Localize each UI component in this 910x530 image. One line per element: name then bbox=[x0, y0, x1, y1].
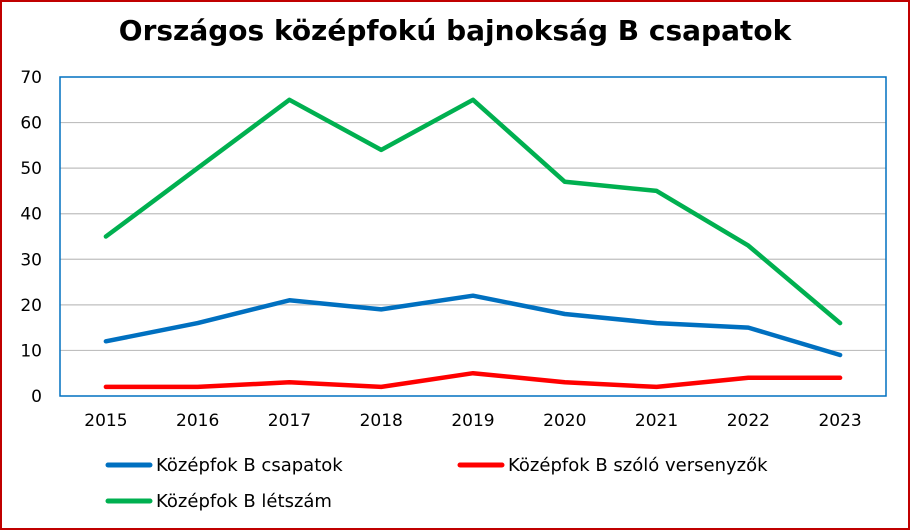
legend-label: Középfok B szóló versenyzők bbox=[508, 455, 768, 476]
legend-item: Középfok B csapatok bbox=[105, 455, 343, 476]
y-tick-label: 0 bbox=[31, 387, 42, 407]
x-tick-label: 2022 bbox=[727, 411, 770, 431]
x-tick-label: 2018 bbox=[360, 411, 403, 431]
y-tick-label: 50 bbox=[20, 159, 42, 179]
series-line-3 bbox=[103, 97, 843, 326]
y-tick-label: 70 bbox=[20, 68, 42, 88]
series-lines bbox=[103, 97, 843, 390]
x-tick-label: 2017 bbox=[268, 411, 311, 431]
y-tick-label: 40 bbox=[20, 205, 42, 225]
x-tick-label: 2016 bbox=[176, 411, 219, 431]
x-axis-ticks: 2015 2016 2017 2018 2019 2020 2021 2022 2023 bbox=[84, 411, 861, 431]
x-tick-label: 2015 bbox=[84, 411, 127, 431]
chart-title: Országos középfokú bajnokság B csapatok bbox=[118, 14, 792, 47]
y-tick-label: 20 bbox=[20, 296, 42, 316]
gridlines bbox=[60, 121, 886, 352]
legend-label: Középfok B létszám bbox=[156, 491, 332, 512]
plot-area bbox=[59, 76, 887, 397]
y-tick-label: 30 bbox=[20, 250, 42, 270]
x-tick-label: 2019 bbox=[451, 411, 494, 431]
y-tick-label: 10 bbox=[20, 341, 42, 361]
x-tick-label: 2021 bbox=[635, 411, 678, 431]
x-tick-label: 2023 bbox=[818, 411, 861, 431]
x-tick-label: 2020 bbox=[543, 411, 586, 431]
y-tick-label: 60 bbox=[20, 114, 42, 134]
series-line-2 bbox=[103, 370, 843, 390]
y-axis-ticks: 0 10 20 30 40 50 60 70 bbox=[20, 68, 42, 407]
legend-item: Középfok B szóló versenyzők bbox=[457, 455, 768, 476]
legend-label: Középfok B csapatok bbox=[156, 455, 343, 476]
legend: Középfok B csapatok Középfok B szóló vers… bbox=[105, 455, 768, 512]
legend-item: Középfok B létszám bbox=[105, 491, 332, 512]
